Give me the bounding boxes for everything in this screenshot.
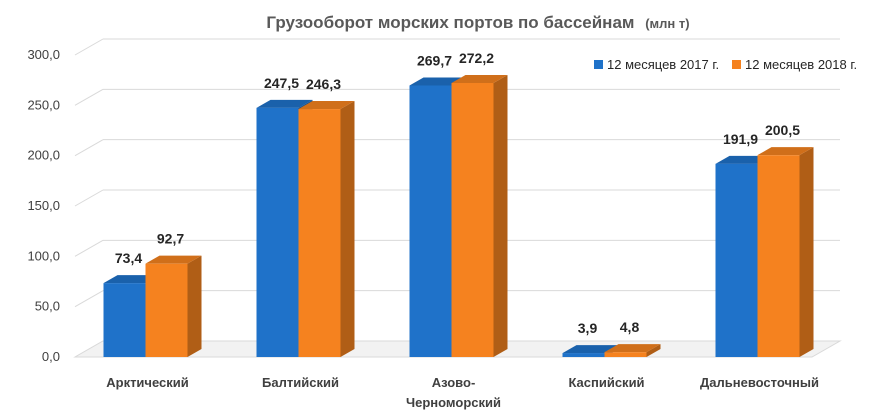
bar [757,147,814,357]
data-label: 246,3 [306,76,341,92]
legend-label: 12 месяцев 2017 г. [607,57,719,72]
bar-top [256,99,313,108]
x-tick-label: Балтийский [262,375,339,390]
chart-title-main: Грузооборот морских портов по бассейнам [266,13,634,32]
data-label: 73,4 [115,250,142,266]
grid-line-diag [74,88,104,106]
legend: 12 месяцев 2017 г. 12 месяцев 2018 г. [594,57,857,72]
grid-line-diag [74,38,104,56]
y-tick-label: 200,0 [27,148,60,163]
bar-side [799,147,814,357]
data-label: 92,7 [157,231,184,247]
bar-front [451,82,494,357]
grid-line-diag [74,290,104,308]
chart-title: Грузооборот морских портов по бассейнам … [266,13,689,32]
data-label: 272,2 [459,50,494,66]
legend-swatch [594,60,603,69]
x-tick-label: Арктический [106,375,189,390]
bar-front [715,163,758,357]
bar-side [493,74,508,357]
bar-front [298,109,341,357]
grid-line-diag [74,189,104,207]
data-label: 269,7 [417,53,452,69]
grid-line-diag [74,139,104,157]
bar-front [145,263,188,357]
bar-top [145,255,202,264]
bar-front [103,283,146,357]
bar-top [451,74,508,83]
x-tick-label: Каспийский [568,375,644,390]
y-axis: 0,0 50,0 100,0 150,0 200,0 250,0 300,0 [27,47,60,364]
bar [451,74,508,357]
bar-front [256,107,299,357]
data-labels: 73,4 92,7 247,5 246,3 269,7 272,2 3,9 4,8 191,9 2… [115,50,800,336]
bar-top [562,345,619,354]
data-label: 247,5 [264,75,299,91]
grid-line-diag [74,239,104,257]
bar [145,255,202,357]
legend-item: 12 месяцев 2017 г. [594,57,719,72]
data-label: 4,8 [620,319,640,335]
bars [103,74,814,357]
x-axis: Арктический Балтийский Азово-Черноморский К… [106,375,819,410]
bar-front [409,85,452,357]
bar-top [604,344,661,353]
bar-front [562,353,605,357]
bar-top [298,101,355,110]
bar-side [187,255,202,357]
legend-label: 12 месяцев 2018 г. [745,57,857,72]
bar-front [604,352,647,357]
bar-front [757,155,800,357]
bar [298,101,355,357]
y-tick-label: 250,0 [27,97,60,112]
legend-swatch [732,60,741,69]
bar-side [646,344,661,357]
y-tick-label: 100,0 [27,248,60,263]
bar-side [340,101,355,357]
y-tick-label: 150,0 [27,198,60,213]
data-label: 200,5 [765,122,800,138]
x-tick-label: Дальневосточный [700,375,819,390]
bar [604,344,661,357]
chart-title-unit: (млн т) [645,16,689,31]
legend-item: 12 месяцев 2018 г. [732,57,857,72]
y-tick-label: 0,0 [42,349,60,364]
data-label: 191,9 [723,131,758,147]
bar-top [757,147,814,156]
y-tick-label: 300,0 [27,47,60,62]
x-tick-label: Азово-Черноморский [406,375,501,410]
y-tick-label: 50,0 [35,299,60,314]
data-label: 3,9 [578,320,598,336]
